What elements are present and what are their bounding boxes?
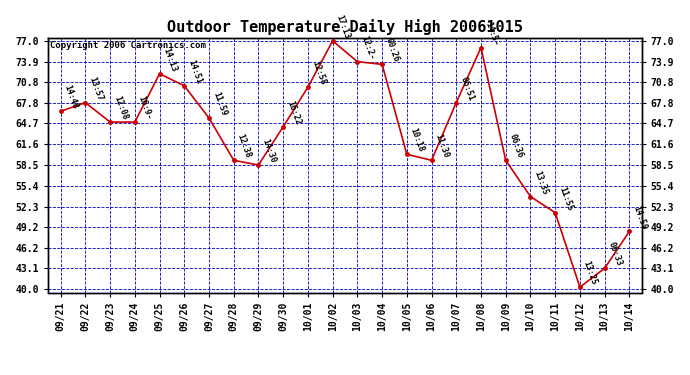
Text: 16:9-: 16:9- bbox=[137, 95, 154, 122]
Text: 12:58: 12:58 bbox=[310, 60, 327, 87]
Text: 14:51: 14:51 bbox=[186, 58, 204, 85]
Text: 14:50: 14:50 bbox=[631, 204, 649, 231]
Text: 14:48: 14:48 bbox=[63, 84, 79, 111]
Text: 17:13: 17:13 bbox=[335, 13, 352, 40]
Text: 11:55: 11:55 bbox=[557, 185, 574, 212]
Text: 06:51: 06:51 bbox=[458, 75, 475, 102]
Text: 11:30: 11:30 bbox=[433, 133, 451, 160]
Text: 14:30: 14:30 bbox=[260, 138, 277, 164]
Text: 14:13: 14:13 bbox=[161, 46, 179, 73]
Text: 12:38: 12:38 bbox=[236, 133, 253, 160]
Text: 13:25: 13:25 bbox=[582, 260, 599, 286]
Text: Copyright 2006 Cartronics.com: Copyright 2006 Cartronics.com bbox=[50, 41, 206, 50]
Text: 06:33: 06:33 bbox=[607, 241, 624, 268]
Text: 12:2-: 12:2- bbox=[359, 34, 376, 61]
Text: 06:36: 06:36 bbox=[508, 133, 524, 160]
Text: 00:26: 00:26 bbox=[384, 37, 401, 64]
Text: 14:5-: 14:5- bbox=[483, 20, 500, 47]
Text: 11:59: 11:59 bbox=[211, 91, 228, 117]
Text: 13:57: 13:57 bbox=[88, 75, 104, 102]
Text: 13:35: 13:35 bbox=[533, 169, 549, 196]
Text: 12:08: 12:08 bbox=[112, 95, 129, 122]
Title: Outdoor Temperature Daily High 20061015: Outdoor Temperature Daily High 20061015 bbox=[167, 19, 523, 35]
Text: 16:22: 16:22 bbox=[285, 99, 302, 126]
Text: 10:18: 10:18 bbox=[408, 127, 426, 154]
